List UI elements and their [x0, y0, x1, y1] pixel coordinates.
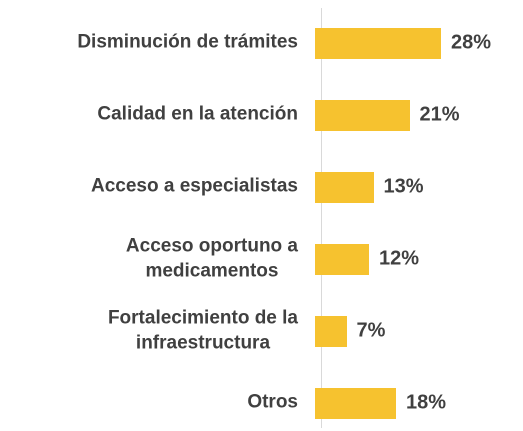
category-text: Disminución de trámites: [77, 31, 298, 53]
category-text: Calidad en la atención: [97, 103, 298, 125]
bar: [315, 27, 441, 59]
category-label: Disminución de trámites: [77, 31, 298, 56]
category-label: Fortalecimiento de la infraestructura: [108, 306, 298, 355]
value-label: 18%: [406, 391, 447, 414]
category-label: Calidad en la atención: [97, 103, 298, 128]
category-label: Acceso a especialistas: [91, 175, 298, 200]
category-text: Acceso oportuno a medicamentos: [125, 235, 298, 281]
bar: [315, 243, 369, 275]
bar: [315, 99, 410, 131]
value-label: 13%: [383, 175, 424, 198]
value-label: 28%: [451, 31, 492, 54]
axis-line: [321, 8, 322, 428]
bar: [315, 171, 374, 203]
value-label: 21%: [419, 103, 460, 126]
category-label: Otros: [247, 391, 298, 416]
value-label: 12%: [379, 247, 420, 270]
bar: [315, 387, 396, 419]
category-text: Fortalecimiento de la infraestructura: [107, 307, 298, 353]
bar: [315, 315, 347, 347]
category-text: Acceso a especialistas: [90, 175, 298, 197]
category-label: Acceso oportuno a medicamentos: [126, 234, 298, 283]
category-text: Otros: [247, 391, 298, 413]
value-label: 7%: [356, 319, 386, 342]
